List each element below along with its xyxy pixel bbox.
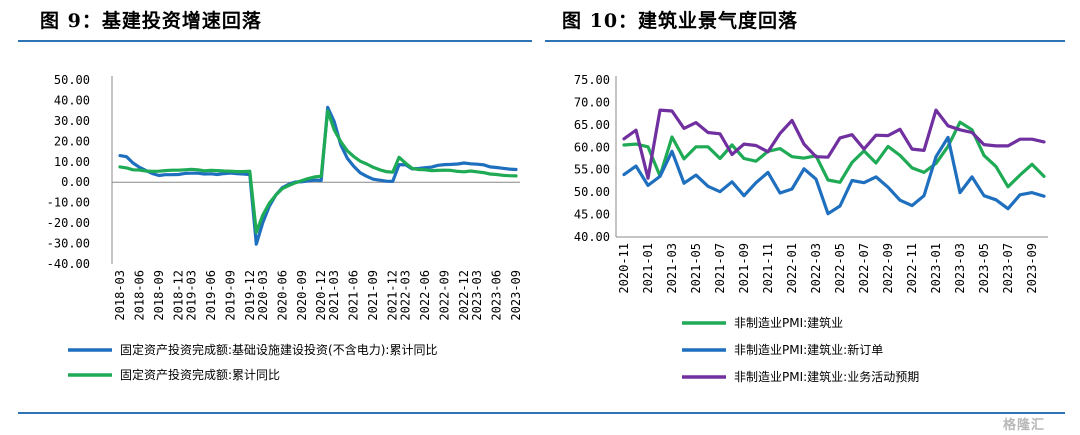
y-tick-label: -30.00 (47, 237, 90, 251)
y-tick-label: 40.00 (574, 230, 610, 244)
y-tick-label: 30.00 (54, 114, 90, 128)
x-tick-label: 2018-12 (171, 270, 185, 321)
x-tick-label: 2023-07 (1001, 243, 1015, 294)
legend-label: 固定资产投资完成额:基础设施建设投资(不含电力):累计同比 (120, 342, 437, 357)
y-tick-label: 70.00 (574, 95, 610, 109)
x-tick-label: 2022-09 (438, 270, 452, 321)
y-tick-label: -20.00 (47, 216, 90, 230)
x-tick-label: 2021-07 (713, 243, 727, 294)
right-title-rule (545, 40, 1065, 42)
x-tick-label: 2021-11 (761, 243, 775, 294)
x-tick-label: 2021-01 (641, 243, 655, 294)
y-tick-label: 20.00 (54, 134, 90, 148)
legend-label: 非制造业PMI:建筑业:业务活动预期 (734, 369, 919, 384)
x-tick-label: 2020-09 (295, 270, 309, 321)
series-line-3 (622, 108, 1046, 180)
legend-label: 非制造业PMI:建筑业:新订单 (734, 342, 883, 357)
y-tick-label: 50.00 (574, 185, 610, 199)
x-tick-label: 2022-01 (785, 243, 799, 294)
x-tick-label: 2022-12 (457, 270, 471, 321)
legend-label: 固定资产投资完成额:累计同比 (120, 367, 280, 382)
x-tick-label: 2020-03 (256, 270, 270, 321)
x-tick-label: 2018-03 (113, 270, 127, 321)
x-tick-label: 2023-01 (929, 243, 943, 294)
x-tick-label: 2023-09 (509, 270, 523, 321)
left-title-rule (18, 40, 532, 42)
series-line-1 (622, 120, 1046, 189)
x-tick-label: 2019-03 (184, 270, 198, 321)
series-line-2 (622, 135, 1046, 216)
y-tick-label: -10.00 (47, 196, 90, 210)
right-figure-title: 图 10：建筑业景气度回落 (562, 10, 799, 32)
x-tick-label: 2020-06 (275, 270, 289, 321)
y-tick-label: 75.00 (574, 73, 610, 87)
y-tick-label: 55.00 (574, 163, 610, 177)
x-tick-label: 2023-03 (953, 243, 967, 294)
x-tick-label: 2022-07 (857, 243, 871, 294)
x-tick-label: 2023-03 (470, 270, 484, 321)
x-tick-label: 2023-09 (1025, 243, 1039, 294)
x-tick-label: 2022-05 (833, 243, 847, 294)
x-tick-label: 2022-06 (418, 270, 432, 321)
x-tick-label: 2018-09 (152, 270, 166, 321)
y-tick-label: 65.00 (574, 118, 610, 132)
x-tick-label: 2022-11 (905, 243, 919, 294)
series-line-1 (118, 105, 518, 246)
chart-1: 50.00 40.00 30.00 20.00 10.00 0.00 -10.00 -20.0… (47, 73, 523, 382)
x-tick-label: 2022-03 (809, 243, 823, 294)
x-tick-label: 2020-12 (314, 270, 328, 321)
series-line-2 (118, 109, 518, 234)
x-tick-label: 2021-09 (366, 270, 380, 321)
x-tick-label: 2020-11 (617, 243, 631, 294)
x-tick-label: 2018-06 (132, 270, 146, 321)
x-tick-label: 2019-12 (243, 270, 257, 321)
x-tick-label: 2021-03 (665, 243, 679, 294)
watermark-logo: 格隆汇 (1003, 418, 1046, 433)
x-tick-label: 2023-05 (977, 243, 991, 294)
y-tick-label: 40.00 (54, 93, 90, 107)
x-tick-label: 2021-09 (737, 243, 751, 294)
x-tick-label: 2021-03 (327, 270, 341, 321)
y-tick-label: 50.00 (54, 73, 90, 87)
y-tick-label: 0.00 (61, 175, 90, 189)
y-tick-label: 45.00 (574, 208, 610, 222)
x-tick-label: 2019-09 (223, 270, 237, 321)
left-figure-title: 图 9：基建投资增速回落 (40, 10, 262, 32)
x-tick-label: 2021-05 (689, 243, 703, 294)
x-tick-label: 2022-03 (399, 270, 413, 321)
x-tick-label: 2022-09 (881, 243, 895, 294)
y-tick-label: 10.00 (54, 155, 90, 169)
y-tick-label: -40.00 (47, 257, 90, 271)
x-tick-label: 2019-06 (204, 270, 218, 321)
legend-label: 非制造业PMI:建筑业 (734, 315, 843, 330)
bottom-rule (18, 412, 1065, 414)
x-tick-label: 2021-12 (386, 270, 400, 321)
y-tick-label: 60.00 (574, 140, 610, 154)
x-tick-label: 2023-06 (490, 270, 504, 321)
x-tick-label: 2021-06 (347, 270, 361, 321)
chart-2: 75.00 70.00 65.00 60.00 55.00 50.00 45.00 40.00… (574, 73, 1048, 384)
